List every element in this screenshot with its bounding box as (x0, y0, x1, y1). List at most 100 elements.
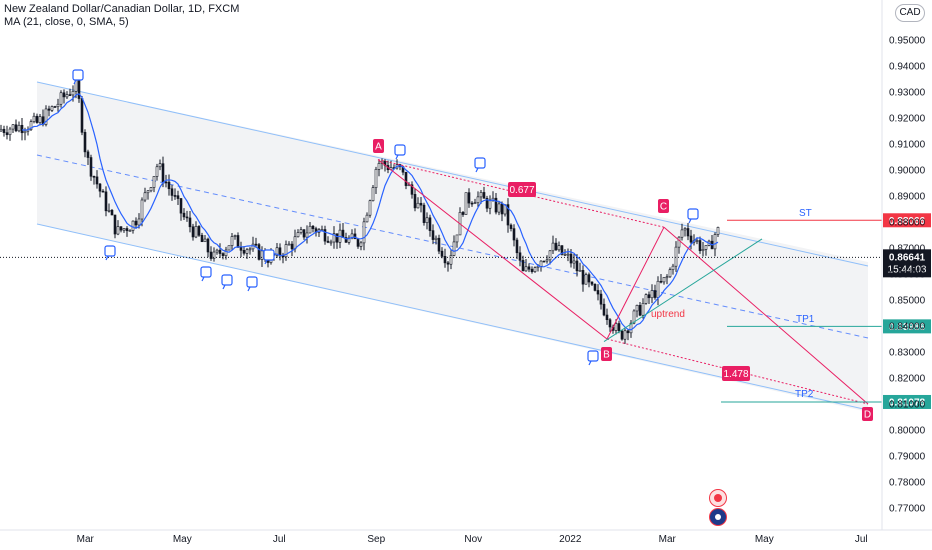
candle-body (161, 163, 165, 183)
candle-body (179, 198, 183, 214)
candle-body (5, 132, 9, 136)
candle-body (488, 199, 492, 209)
point-b-label: B (603, 350, 610, 361)
candle-body (134, 220, 138, 226)
candle-body (215, 249, 219, 253)
time-tick-label: Mar (659, 534, 677, 545)
countdown-label: 15:44:03 (888, 264, 927, 275)
tp1-price-badge: 0.83986 (889, 322, 926, 333)
candle-body (155, 166, 159, 177)
candle-body (284, 244, 288, 258)
price-tick-label: 0.78000 (889, 478, 926, 489)
candle-body (410, 184, 414, 195)
price-tick-label: 0.95000 (889, 36, 926, 47)
st-label: ST (799, 208, 812, 219)
candle-body (539, 260, 543, 267)
uptrend-line (603, 238, 763, 343)
candle-body (473, 202, 477, 205)
idea-marker-icon (104, 245, 116, 261)
ma-legend[interactable]: MA (21, close, 0, SMA, 5) (4, 16, 129, 28)
candle-body (197, 226, 201, 236)
candle-body (476, 196, 480, 204)
candle-body (239, 247, 243, 251)
ac-dotted (377, 159, 665, 228)
candle-body (287, 243, 291, 246)
st-price-badge-box (883, 213, 931, 228)
cd-leg (663, 226, 869, 405)
price-tick-label: 0.80000 (889, 426, 926, 437)
currency-button[interactable]: CAD (895, 4, 925, 22)
price-tick-label: 0.79000 (889, 452, 926, 463)
candle-body (377, 163, 381, 170)
candle-body (614, 323, 618, 331)
candle-body (236, 235, 240, 248)
price-tick-label: 0.94000 (889, 62, 926, 73)
candle-body (92, 175, 96, 178)
candle-body (566, 253, 570, 256)
candle-body (464, 192, 468, 215)
candle-body (302, 229, 306, 238)
candle-body (485, 198, 489, 209)
candle-body (17, 124, 21, 132)
candle-body (290, 243, 294, 250)
candle-body (203, 238, 207, 243)
price-tick-label: 0.85000 (889, 296, 926, 307)
canada-flag-icon[interactable] (709, 489, 727, 507)
candle-body (599, 293, 603, 305)
new-zealand-flag-icon[interactable] (709, 508, 727, 526)
candle-body (587, 274, 591, 283)
candle-body (176, 195, 180, 199)
idea-marker-icon (221, 274, 233, 290)
candle-body (416, 202, 420, 209)
candle-body (218, 249, 222, 254)
candle-body (332, 233, 336, 243)
moving-average-line (21, 93, 719, 331)
candle-body (371, 187, 375, 202)
candle-body (242, 250, 246, 254)
candle-body (530, 268, 534, 272)
idea-marker-icon (263, 249, 275, 265)
price-tick-label: 0.88000 (889, 218, 926, 229)
idea-marker-icon (72, 69, 84, 85)
current-price-box (883, 249, 931, 278)
candle-body (431, 230, 435, 240)
candle-body (83, 132, 87, 153)
candle-body (296, 232, 300, 238)
candle-body (152, 176, 156, 188)
candle-body (164, 181, 168, 184)
point-a-label: A (375, 142, 382, 153)
candle-body (248, 248, 252, 251)
price-tick-label: 0.81000 (889, 400, 926, 411)
candle-body (701, 249, 705, 252)
candle-body (365, 214, 369, 223)
price-tick-label: 0.82000 (889, 374, 926, 385)
ab-leg (377, 159, 608, 340)
candle-body (182, 212, 186, 218)
candle-body (560, 245, 564, 255)
candle-body (635, 304, 639, 312)
candle-body (56, 103, 60, 107)
candle-body (35, 115, 39, 123)
idea-marker-icon (246, 276, 258, 292)
time-tick-label: 2022 (559, 534, 582, 545)
candle-body (698, 240, 702, 252)
candle-body (293, 236, 297, 250)
candle-body (191, 226, 195, 238)
tp1-price-badge-box (883, 319, 931, 334)
candle-body (2, 128, 6, 133)
candle-body (572, 260, 576, 264)
idea-marker-icon (587, 350, 599, 366)
price-tick-label: 0.90000 (889, 166, 926, 177)
candle-body (668, 269, 672, 278)
price-tick-label: 0.91000 (889, 140, 926, 151)
candle-body (32, 115, 36, 122)
ratio-ab-label: 0.677 (509, 185, 534, 196)
candle-body (311, 225, 315, 229)
candle-body (59, 92, 63, 105)
candle-body (245, 249, 249, 254)
price-tick-label: 0.77000 (889, 504, 926, 515)
candle-body (644, 294, 648, 304)
candle-body (623, 330, 627, 340)
candle-body (50, 106, 54, 111)
